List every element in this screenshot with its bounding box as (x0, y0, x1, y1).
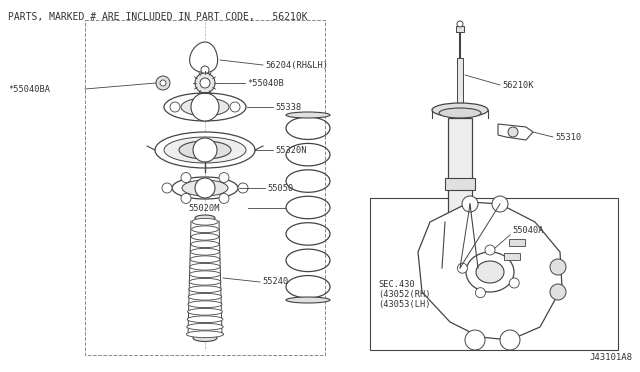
Ellipse shape (182, 180, 228, 196)
Circle shape (170, 102, 180, 112)
Circle shape (181, 173, 191, 183)
Circle shape (195, 178, 215, 198)
Text: J43101A8: J43101A8 (589, 353, 632, 362)
Ellipse shape (439, 108, 481, 118)
Circle shape (458, 263, 467, 273)
Bar (456, 26, 464, 32)
Bar (509, 239, 525, 246)
Circle shape (476, 288, 485, 298)
Ellipse shape (188, 294, 221, 300)
Circle shape (201, 66, 209, 74)
Text: SEC.430: SEC.430 (378, 280, 415, 289)
Circle shape (219, 193, 229, 203)
Circle shape (550, 259, 566, 275)
Text: *55040B: *55040B (247, 78, 284, 87)
Text: *55040BA: *55040BA (8, 84, 50, 93)
Bar (504, 253, 520, 260)
Ellipse shape (432, 103, 488, 117)
Bar (442, 248, 478, 268)
Ellipse shape (191, 233, 219, 240)
Ellipse shape (189, 278, 221, 285)
Ellipse shape (286, 297, 330, 303)
Circle shape (508, 127, 518, 137)
Polygon shape (418, 202, 562, 340)
Circle shape (195, 73, 215, 93)
Bar (448, 118, 472, 218)
Bar (457, 58, 463, 110)
Circle shape (492, 196, 508, 212)
Circle shape (485, 245, 495, 255)
Circle shape (509, 278, 519, 288)
Ellipse shape (190, 256, 220, 263)
Polygon shape (498, 124, 533, 140)
Ellipse shape (191, 248, 220, 255)
Circle shape (550, 284, 566, 300)
Ellipse shape (189, 271, 221, 278)
Circle shape (230, 102, 240, 112)
Ellipse shape (476, 261, 504, 283)
Ellipse shape (179, 141, 231, 159)
Polygon shape (189, 42, 218, 73)
Ellipse shape (191, 226, 218, 232)
Text: 55040A: 55040A (512, 225, 543, 234)
Circle shape (465, 330, 485, 350)
Ellipse shape (195, 215, 215, 221)
Circle shape (446, 254, 454, 262)
Text: 55310: 55310 (555, 132, 581, 141)
Bar (85, 20, 325, 355)
Ellipse shape (187, 316, 223, 323)
Ellipse shape (189, 286, 221, 293)
Ellipse shape (155, 132, 255, 168)
Bar (370, 198, 618, 350)
Circle shape (160, 80, 166, 86)
Ellipse shape (193, 334, 217, 341)
Circle shape (191, 93, 219, 121)
Ellipse shape (187, 323, 223, 330)
Ellipse shape (466, 252, 514, 292)
Ellipse shape (164, 137, 246, 163)
Ellipse shape (286, 112, 330, 118)
Circle shape (466, 254, 474, 262)
Circle shape (238, 183, 248, 193)
Ellipse shape (172, 177, 238, 199)
Circle shape (462, 196, 478, 212)
Circle shape (219, 173, 229, 183)
Ellipse shape (181, 98, 229, 116)
Ellipse shape (164, 93, 246, 121)
Circle shape (457, 21, 463, 27)
Circle shape (200, 78, 210, 88)
Ellipse shape (188, 308, 223, 315)
Circle shape (193, 138, 217, 162)
Text: (43052(RH): (43052(RH) (378, 290, 431, 299)
Text: 56204(RH&LH): 56204(RH&LH) (265, 61, 328, 70)
Text: 55320N: 55320N (275, 145, 307, 154)
Text: 55050: 55050 (267, 183, 293, 192)
Bar (445, 178, 475, 190)
Circle shape (181, 193, 191, 203)
Text: 55338: 55338 (275, 103, 301, 112)
Ellipse shape (192, 218, 218, 225)
Text: 55240: 55240 (262, 278, 288, 286)
Ellipse shape (189, 263, 220, 270)
Text: 55020M: 55020M (188, 203, 220, 212)
Bar (456, 218, 464, 250)
Text: 56210K: 56210K (502, 80, 534, 90)
Ellipse shape (191, 241, 219, 248)
Ellipse shape (186, 331, 223, 338)
Text: PARTS, MARKED # ARE INCLUDED IN PART CODE,   56210K: PARTS, MARKED # ARE INCLUDED IN PART COD… (8, 12, 308, 22)
Circle shape (156, 76, 170, 90)
Ellipse shape (188, 301, 222, 308)
Text: (43053(LH): (43053(LH) (378, 300, 431, 309)
Circle shape (500, 330, 520, 350)
Circle shape (162, 183, 172, 193)
